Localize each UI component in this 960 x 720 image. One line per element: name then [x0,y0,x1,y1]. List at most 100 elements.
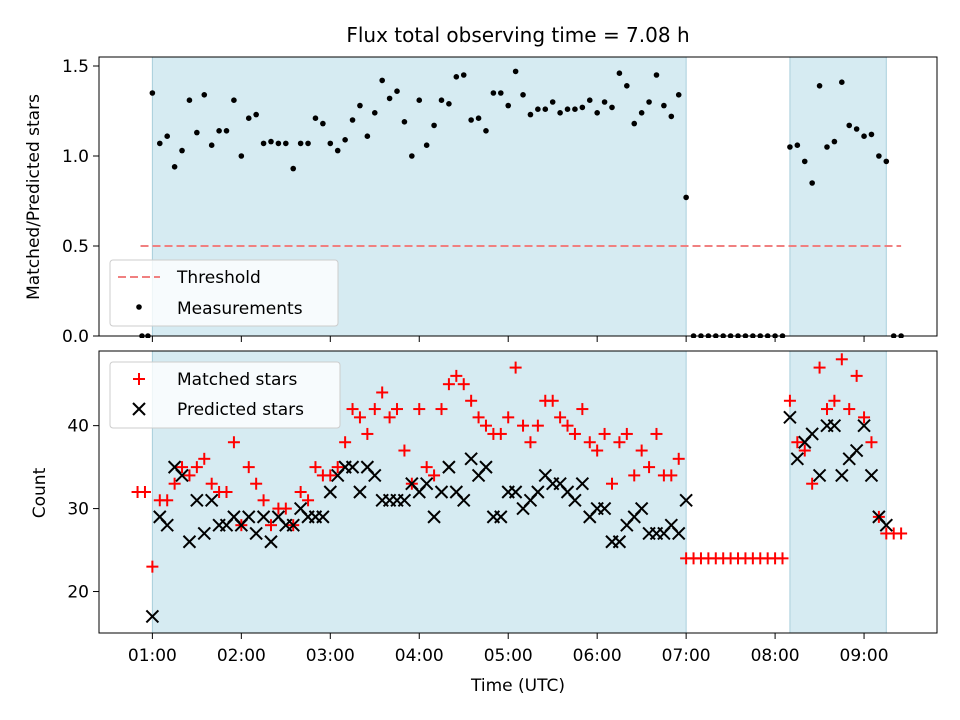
predicted-stars-point [679,493,693,508]
measurement-point [653,72,660,78]
predicted-stars-point [464,452,478,466]
measurement-point [379,77,385,84]
measurement-point [512,68,519,75]
measurement-point [453,74,460,80]
top-plot-frame [98,56,938,337]
bottom-y-tick-label: 30 [67,500,89,520]
measurement-point [809,180,815,186]
measurement-point [238,153,245,159]
matched-stars-point [457,378,470,391]
predicted-stars-point [434,485,449,499]
x-tick-label: 06:00 [573,646,622,666]
measurement-point [268,138,274,145]
measurement-point [357,102,363,109]
measurement-point [156,140,163,147]
top-panel: Flux total observing time = 7.08 h 0.00.… [24,23,938,347]
predicted-stars-point [783,410,797,425]
measurement-point [883,158,890,165]
measurement-point [527,111,534,118]
matched-stars-point [376,386,389,399]
bottom-x-ticks: 01:00 02:00 03:00 04:00 05:00 06:00 07:00 08:00… [128,633,889,666]
matched-stars-point [435,403,448,416]
measurement-point [505,102,512,109]
measurement-point [179,147,185,154]
measurement-point [609,104,615,111]
top-y-ticks: 0.0 0.5 1.0 1.5 [62,57,99,347]
predicted-stars-point [457,493,471,508]
x-tick-label: 04:00 [395,646,444,666]
measurement-point [386,95,393,102]
legend-predicted-label: Predicted stars [177,400,304,420]
measurement-point [535,106,541,112]
measurement-point [149,90,156,96]
matched-stars-point [279,502,292,515]
measurement-point [312,115,319,121]
top-x-ticks [151,336,865,342]
x-tick-label: 09:00 [840,646,889,666]
measurement-point [490,90,497,96]
matched-stars-point [138,486,151,498]
matched-stars-point [643,461,656,474]
matched-stars-point [843,403,856,416]
measurement-point [579,104,586,111]
predicted-stars-point [368,468,382,483]
predicted-stars-point [182,535,197,549]
measurement-point [520,92,526,98]
predicted-stars-point [160,518,174,532]
predicted-stars-point [790,452,805,466]
measurement-point [846,122,853,129]
predicted-stars-point [879,518,894,532]
measurement-point [876,153,882,159]
predicted-stars-point [568,493,582,508]
matched-stars-point [176,461,189,474]
predicted-stars-point [827,418,842,433]
predicted-stars-point [256,510,271,524]
matched-stars-point [665,469,678,482]
predicted-stars-point [479,460,493,474]
measurement-point [460,72,467,78]
measurement-point [416,97,423,103]
measurement-point [646,99,652,105]
matched-stars-point [806,477,819,490]
top-y-tick-label: 1.0 [62,147,89,167]
measurement-point [787,144,793,150]
predicted-stars-point [597,501,612,516]
bottom-y-tick-label: 20 [67,583,89,603]
matched-stars-point [250,477,263,490]
measurement-point [290,165,297,172]
predicted-stars-point [531,485,545,499]
matched-stars-point [398,444,411,457]
measurement-point [624,83,630,89]
matched-stars-point [146,560,159,573]
chart-title: Flux total observing time = 7.08 h [346,23,689,47]
predicted-stars-point [494,510,508,524]
matched-stars-point [598,427,611,440]
measurement-point [223,128,230,134]
predicted-stars-point [197,526,211,541]
predicted-stars-point [242,510,256,524]
measurement-point [423,142,430,148]
measurement-point [208,142,215,148]
measurement-point [824,144,830,150]
bottom-y-tick-label: 40 [67,417,89,437]
matched-stars-point [568,427,581,440]
top-legend-box [109,259,339,327]
matched-stars-point [420,461,433,474]
matched-stars-point [865,436,878,449]
measurement-point [297,140,304,147]
predicted-stars-point [634,501,649,516]
measurement-point [483,128,489,134]
top-observing-band-2 [789,56,887,337]
measurement-point [164,133,171,139]
predicted-stars-point [353,485,367,499]
matched-stars-point [472,411,485,424]
matched-stars-point [198,452,211,465]
matched-stars-point [294,486,307,498]
matched-stars-point [828,394,841,407]
matched-stars-point [205,477,218,490]
matched-stars-point [613,436,626,449]
measurement-point [638,110,645,116]
measurement-point [327,140,334,147]
measurement-point [305,140,311,147]
measurement-point [245,115,252,121]
